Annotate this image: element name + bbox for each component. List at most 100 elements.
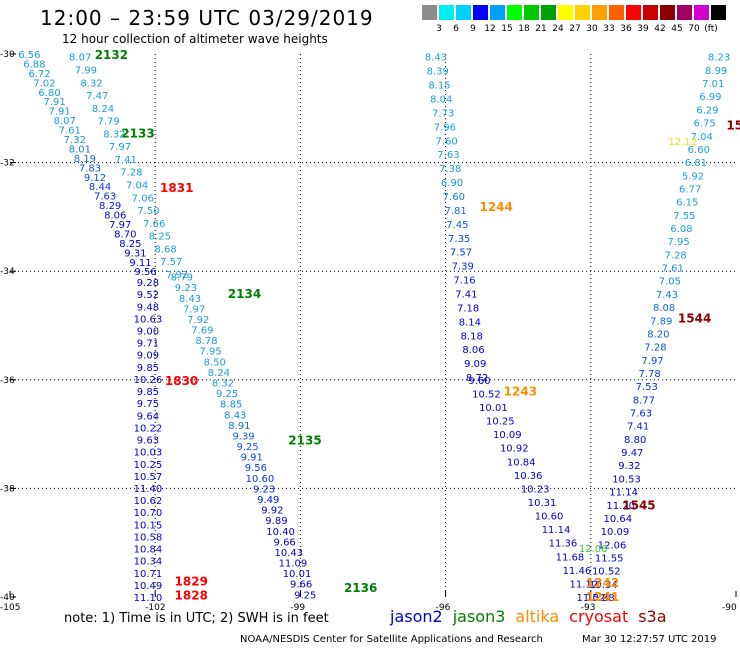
swh-value-highlight: 12.06 [579,544,608,555]
swh-value: 10.36 [514,471,543,482]
swh-value: 9.00 [137,327,159,338]
axis-labels: -30 -32 -34 -36 -38 -40-105 -102 -99 -96 -93 -90 [0,50,737,613]
swh-value: 10.70 [134,508,163,519]
legend-swatch [694,5,709,20]
credit-text: NOAA/NESDIS Center for Satellite Applica… [240,634,543,645]
swh-value: 8.06 [104,211,126,222]
swh-value: 7.83 [79,163,101,174]
swh-value: 11.52 [576,593,605,604]
swh-value: 10.60 [246,474,275,485]
swh-value: 10.52 [472,389,501,400]
swh-value: 7.18 [457,303,479,314]
swh-value: 7.60 [436,136,458,147]
swh-value: 8.08 [653,303,675,314]
swh-value: 7.63 [94,192,116,203]
lon-label: -93 [581,603,596,613]
swh-value: 10.09 [601,527,630,538]
swh-value: 5.92 [682,171,704,182]
swh-value: 7.95 [667,237,689,248]
swh-value: 9.32 [618,461,640,472]
swh-value: 10.22 [134,423,163,434]
swh-value: 7.92 [187,315,209,326]
swh-value: 11.20 [606,501,635,512]
swh-value: 9.71 [137,339,159,350]
track-altika_1243: 9.60 10.52 10.01 10.25 10.09 10.92 10.84 10.36 1… [468,376,605,604]
pass-number-label: 1244 [479,200,512,214]
swh-value: 10.09 [493,430,522,441]
pass-number-label: 2132 [95,48,128,62]
track-jason3_2134: 8.799.238.437.977.927.698.787.958.508.24… [171,273,317,602]
legend-tick-label: 15 [501,24,513,34]
swh-value: 9.66 [290,580,312,591]
swh-value: 7.61 [59,126,81,137]
track-s3a_east: 8.23 8.99 7.01 6.99 6.29 6.75 7.04 6.60 6.81 5.92… [586,53,730,604]
swh-value: 10.92 [500,444,529,455]
swh-value: 8.14 [459,317,481,328]
swh-value: 9.23 [253,484,275,495]
swh-value: 8.68 [154,244,176,255]
swh-value: 9.39 [232,431,254,442]
swh-value: 9.12 [84,173,106,184]
swh-value: 7.92 [166,270,188,281]
swh-value: 8.39 [427,67,449,78]
swh-value: 8.20 [647,329,669,340]
swh-value: 7.04 [691,132,713,143]
swh-value: 9.49 [257,495,279,506]
swh-value: 8.01 [69,144,91,155]
swh-value: 9.23 [175,283,197,294]
swh-value: 6.56 [18,50,40,61]
swh-value: 10.25 [486,417,515,428]
satellite-jason2: jason2 [390,607,443,626]
swh-value: 7.28 [665,250,687,261]
swh-value: 7.69 [191,326,213,337]
swh-value: 10.01 [479,403,508,414]
legend-swatch [422,5,437,20]
page-subtitle: 12 hour collection of altimeter wave hei… [62,32,328,46]
legend-swatch [558,5,573,20]
swh-value: 7.28 [644,343,666,354]
swh-value: 10.15 [134,520,163,531]
swh-value: 8.32 [80,78,102,89]
swh-value: 6.81 [685,158,707,169]
swh-value: 9.25 [294,590,316,601]
swh-value: 8.50 [204,357,226,368]
swh-value: 11.55 [595,553,624,564]
swh-value: 10.58 [134,532,163,543]
swh-value: 8.72 [466,373,488,384]
page-title: 12:00 – 23:59 UTC 03/29/2019 [40,6,374,30]
swh-value: 7.47 [86,91,108,102]
swh-value: 9.47 [621,448,643,459]
swh-value: 11.68 [556,552,585,563]
pass-number-label: 2134 [228,287,261,301]
swh-value: 8.25 [119,239,141,250]
swh-value: 8.19 [74,154,96,165]
swh-value: 7.41 [627,422,649,433]
pass-number-label: 1241 [586,590,619,604]
swh-value: 6.29 [696,105,718,116]
pass-number-label: 2133 [121,127,154,141]
swh-value: 6.88 [23,59,45,70]
satellite-jason3: jason3 [452,607,506,626]
legend-swatch [677,5,692,20]
lon-label: -90 [722,603,737,613]
swh-value: 7.16 [453,276,475,287]
swh-value: 9.56 [134,267,156,278]
legend-tick-label: 70 [688,24,700,34]
swh-value: 11.12 [570,579,599,590]
swh-value: 7.41 [115,155,137,166]
swh-value: 6.72 [28,69,50,80]
satellite-legend: jason2 jason3 altika cryosat s3a [390,607,677,626]
swh-value: 9.63 [137,436,159,447]
pass-number-label: 2136 [344,581,377,595]
legend-tick-label: 12 [484,24,496,34]
swh-value: 7.95 [199,347,221,358]
swh-value: 10.53 [612,474,641,485]
swh-value: 7.05 [659,277,681,288]
swh-value: 10.40 [266,527,295,538]
lat-label: -40 [0,593,15,603]
legend-swatch [660,5,675,20]
swh-value: 8.07 [54,116,76,127]
swh-value: 6.90 [441,178,463,189]
swh-value: 7.43 [656,290,678,301]
swh-value: 8.43 [179,294,201,305]
